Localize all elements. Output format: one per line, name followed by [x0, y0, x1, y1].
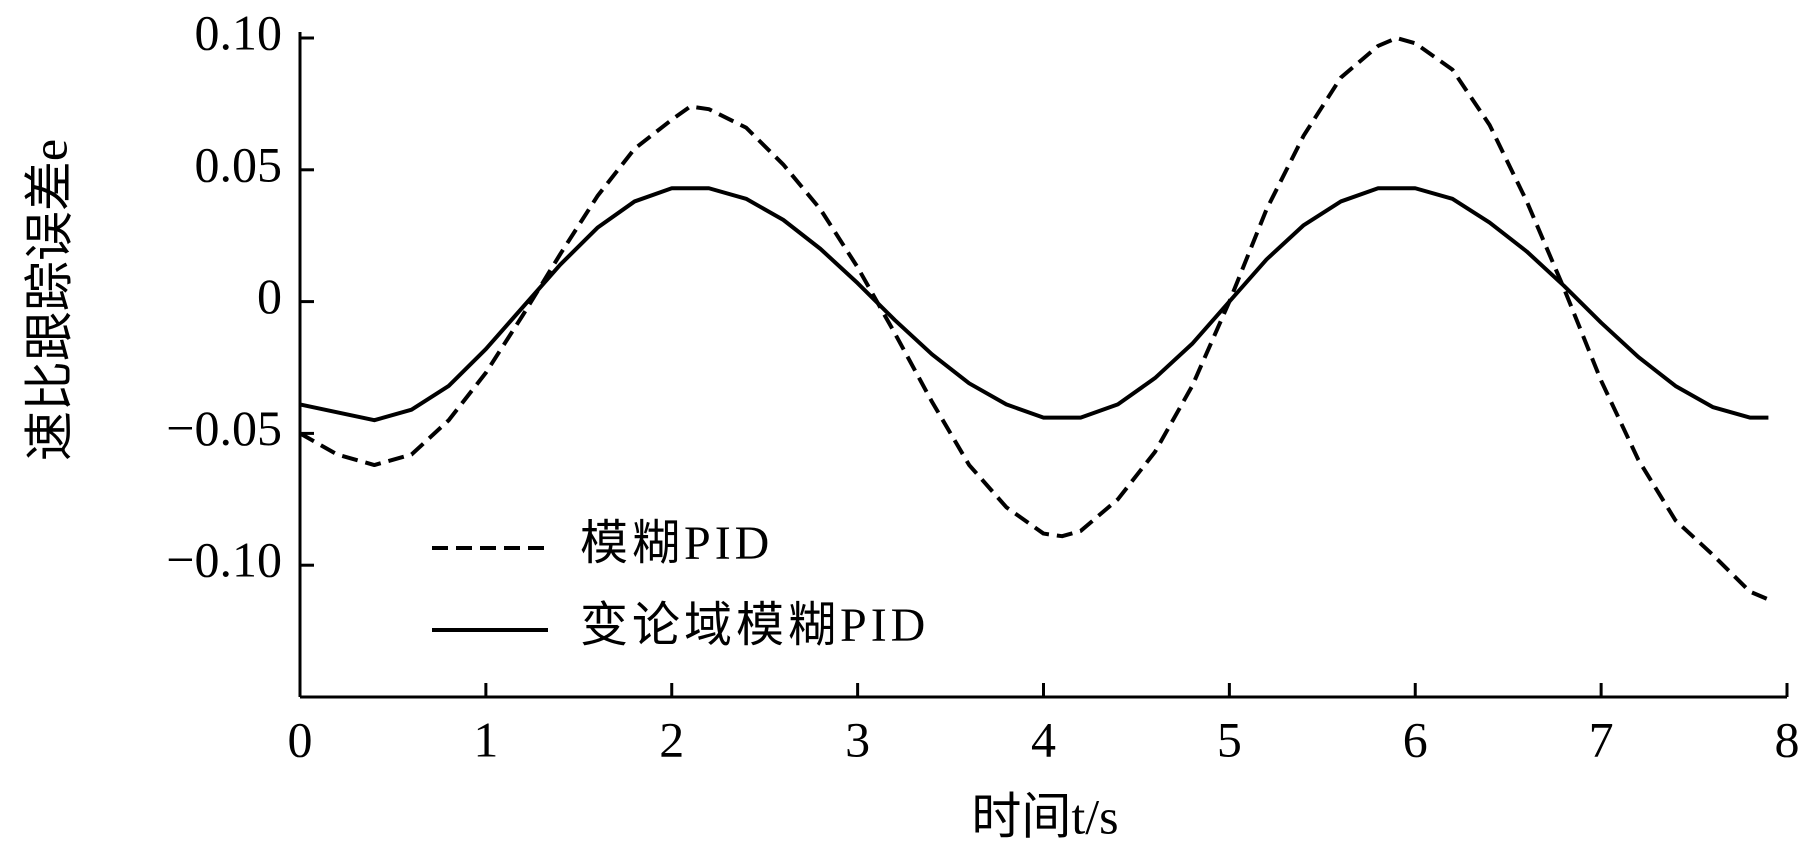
y-tick-label: 0: [257, 268, 282, 324]
y-axis-title: 速比跟踪误差e: [21, 139, 77, 461]
x-axis-title: 时间t/s: [971, 788, 1118, 844]
legend-label: 模糊PID: [580, 517, 773, 570]
x-tick-label: 5: [1217, 711, 1242, 767]
x-tick-label: 2: [659, 711, 684, 767]
x-tick-label: 3: [845, 711, 870, 767]
y-tick-label: 0.05: [195, 136, 283, 192]
line-series: [299, 36, 1770, 602]
legend-label: 变论域模糊PID: [580, 599, 929, 652]
y-tick-label: −0.10: [166, 532, 282, 588]
line-series: [299, 186, 1769, 423]
x-tick-label: 8: [1775, 711, 1800, 767]
x-tick-label: 4: [1031, 711, 1056, 767]
x-tick-label: 6: [1403, 711, 1428, 767]
x-tick-label: 0: [288, 711, 313, 767]
x-tick-label: 7: [1589, 711, 1614, 767]
x-tick-label: 1: [473, 711, 498, 767]
y-tick-label: −0.05: [166, 400, 282, 456]
y-tick-label: 0.10: [195, 4, 283, 60]
